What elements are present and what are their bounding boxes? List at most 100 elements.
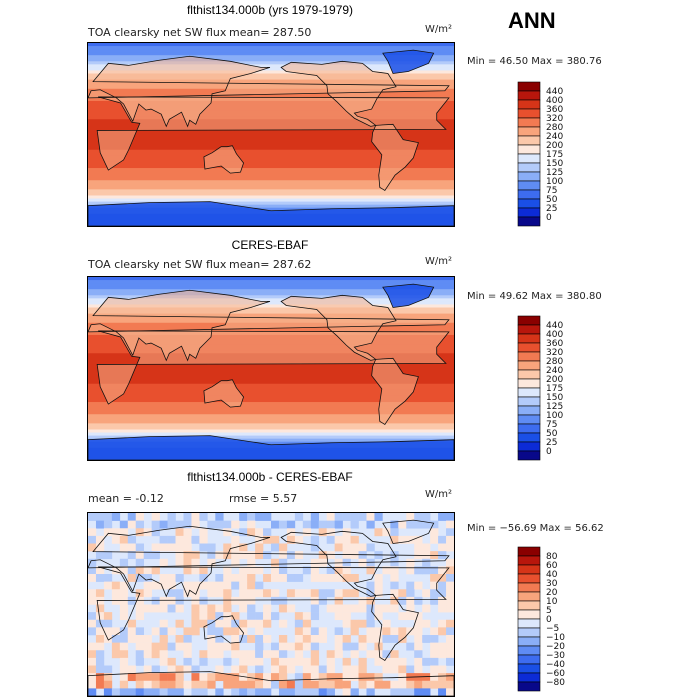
coastline xyxy=(88,289,450,362)
diff-cell xyxy=(406,612,415,621)
diff-cell xyxy=(95,657,105,666)
diff-cell xyxy=(278,680,288,689)
diff-cell xyxy=(95,650,105,659)
diff-cell xyxy=(438,619,447,628)
diff-cell xyxy=(175,688,184,696)
colorbar-swatch xyxy=(517,573,541,584)
diff-cell xyxy=(231,635,240,643)
diff-cell xyxy=(446,566,454,575)
diff-cell xyxy=(263,673,272,682)
diff-cell xyxy=(334,535,343,544)
flux-band xyxy=(88,399,454,403)
diff-cell xyxy=(366,627,375,636)
diff-cell xyxy=(111,688,121,696)
diff-cell xyxy=(247,558,256,567)
colorbar-tick-label: −30 xyxy=(546,651,565,661)
diff-cell xyxy=(88,513,97,521)
diff-cell xyxy=(438,688,447,696)
diff-cell xyxy=(247,566,256,575)
diff-cell xyxy=(318,688,327,696)
diff-cell xyxy=(398,627,407,636)
diff-cell xyxy=(446,619,454,628)
flux-band xyxy=(88,414,454,418)
diff-cell xyxy=(239,551,248,560)
diff-cell xyxy=(191,566,200,575)
diff-cell xyxy=(398,657,407,666)
diff-cell xyxy=(175,635,184,643)
flux-band xyxy=(88,155,454,160)
diff-cell xyxy=(286,551,296,560)
diff-cell xyxy=(390,574,399,582)
flux-band xyxy=(88,283,454,287)
colorbar-tick-label: 200 xyxy=(546,375,563,385)
colorbar-tick-label: 440 xyxy=(546,87,563,97)
colorbar-tick-label: 280 xyxy=(546,357,563,367)
flux-band xyxy=(88,201,454,206)
diff-cell xyxy=(199,673,208,682)
diff-cell xyxy=(119,688,129,696)
diff-cell xyxy=(88,574,97,582)
diff-cell xyxy=(255,619,264,628)
diff-cell xyxy=(390,657,399,666)
coastline xyxy=(88,201,454,226)
colorbar-tick-label: 360 xyxy=(546,339,563,349)
diff-cell xyxy=(255,673,264,682)
panel-1-map xyxy=(87,42,455,227)
diff-cell xyxy=(103,574,113,582)
diff-cell xyxy=(430,535,439,544)
diff-cell xyxy=(310,612,320,621)
diff-cell xyxy=(223,619,232,628)
diff-cell xyxy=(111,596,121,605)
diff-cell xyxy=(135,673,144,682)
diff-cell xyxy=(127,513,137,521)
flux-band xyxy=(88,168,454,172)
flux-band xyxy=(88,152,454,157)
diff-cell xyxy=(231,558,240,567)
diff-cell xyxy=(438,596,447,605)
flux-band xyxy=(88,140,454,145)
diff-cell xyxy=(374,612,383,621)
diff-cell xyxy=(342,513,351,521)
diff-cell xyxy=(103,581,113,590)
diff-cell xyxy=(358,642,367,651)
diff-cell xyxy=(223,627,232,636)
diff-cell xyxy=(278,520,288,529)
diff-cell xyxy=(310,558,320,567)
diff-cell xyxy=(151,604,160,613)
flux-band xyxy=(88,70,454,75)
diff-cell xyxy=(88,619,97,628)
colorbar-tick-label: 150 xyxy=(546,159,563,169)
diff-cell xyxy=(271,596,280,605)
colorbar-swatch xyxy=(517,681,541,692)
diff-cell xyxy=(175,596,184,605)
diff-cell xyxy=(183,657,192,666)
diff-cell xyxy=(302,657,312,666)
colorbar-tick-label: 400 xyxy=(546,330,563,340)
diff-cell xyxy=(127,619,137,628)
flux-band xyxy=(88,183,454,187)
diff-cell xyxy=(302,627,312,636)
diff-cell xyxy=(446,596,454,605)
diff-cell xyxy=(151,513,160,521)
colorbar-swatch xyxy=(517,423,541,434)
diff-cell xyxy=(302,635,312,643)
diff-cell xyxy=(398,665,407,674)
diff-cell xyxy=(111,589,121,598)
diff-cell xyxy=(119,635,129,643)
colorbar-tick-label: 0 xyxy=(546,213,552,223)
diff-cell xyxy=(159,558,168,567)
diff-cell xyxy=(167,604,176,613)
diff-cell xyxy=(143,665,152,674)
diff-cell xyxy=(111,627,121,636)
diff-cell xyxy=(286,604,296,613)
diff-cell xyxy=(119,520,129,529)
diff-cell xyxy=(350,513,359,521)
diff-cell xyxy=(215,604,224,613)
diff-cell xyxy=(183,680,192,689)
diff-cell xyxy=(310,513,320,521)
colorbar-swatch xyxy=(517,627,541,638)
diff-cell xyxy=(191,688,200,696)
diff-cell xyxy=(207,650,216,659)
diff-cell xyxy=(127,688,137,696)
diff-cell xyxy=(175,543,184,552)
